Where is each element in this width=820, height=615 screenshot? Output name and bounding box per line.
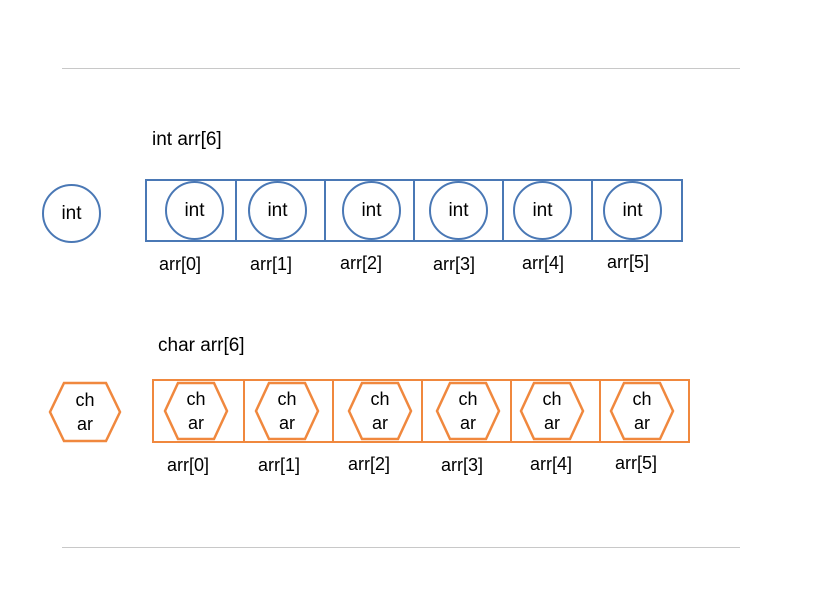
char-element-line2: ar (187, 413, 204, 433)
char-cell-5 (599, 379, 690, 443)
int-element-5: int (603, 181, 662, 240)
char-element-line2: ar (543, 413, 560, 433)
char-element-0: ch ar (163, 381, 229, 441)
top-divider (62, 68, 740, 69)
int-element-label: int (622, 199, 643, 221)
char-legend-line1: ch (75, 390, 95, 410)
char-index-3: arr[3] (440, 455, 483, 475)
char-legend-line2: ar (76, 414, 93, 434)
char-legend-hexagon: ch ar (48, 381, 122, 443)
char-element-line1: ch (458, 389, 478, 409)
char-index-1: arr[1] (257, 455, 300, 475)
char-element-line1: ch (370, 389, 390, 409)
int-element-label: int (361, 199, 382, 221)
char-element-line1: ch (277, 389, 297, 409)
char-index-0: arr[0] (166, 455, 209, 475)
int-index-2: arr[2] (339, 253, 382, 273)
int-index-4: arr[4] (521, 253, 564, 273)
char-element-2: ch ar (347, 381, 413, 441)
char-element-line2: ar (633, 413, 650, 433)
char-element-line1: ch (186, 389, 206, 409)
int-index-3: arr[3] (432, 254, 475, 274)
char-element-line1: ch (542, 389, 562, 409)
int-element-3: int (429, 181, 488, 240)
int-element-label: int (184, 199, 205, 221)
char-element-line2: ar (278, 413, 295, 433)
char-array-title: char arr[6] (158, 335, 245, 356)
bottom-divider (62, 547, 740, 548)
char-element-line2: ar (459, 413, 476, 433)
int-legend-label: int (61, 202, 82, 224)
int-element-4: int (513, 181, 572, 240)
char-index-2: arr[2] (347, 454, 390, 474)
char-element-3: ch ar (435, 381, 501, 441)
int-array-title: int arr[6] (152, 129, 222, 150)
int-index-1: arr[1] (249, 254, 292, 274)
char-element-4: ch ar (519, 381, 585, 441)
int-element-0: int (165, 181, 224, 240)
int-index-0: arr[0] (158, 254, 201, 274)
char-element-5: ch ar (609, 381, 675, 441)
int-element-label: int (267, 199, 288, 221)
char-element-line1: ch (632, 389, 652, 409)
char-index-5: arr[5] (614, 453, 657, 473)
int-element-label: int (532, 199, 553, 221)
char-element-line2: ar (371, 413, 388, 433)
char-index-4: arr[4] (529, 454, 572, 474)
int-element-1: int (248, 181, 307, 240)
int-cell-5 (591, 179, 683, 242)
int-element-2: int (342, 181, 401, 240)
int-index-5: arr[5] (606, 252, 649, 272)
int-legend-circle: int (42, 184, 101, 243)
char-element-1: ch ar (254, 381, 320, 441)
int-element-label: int (448, 199, 469, 221)
